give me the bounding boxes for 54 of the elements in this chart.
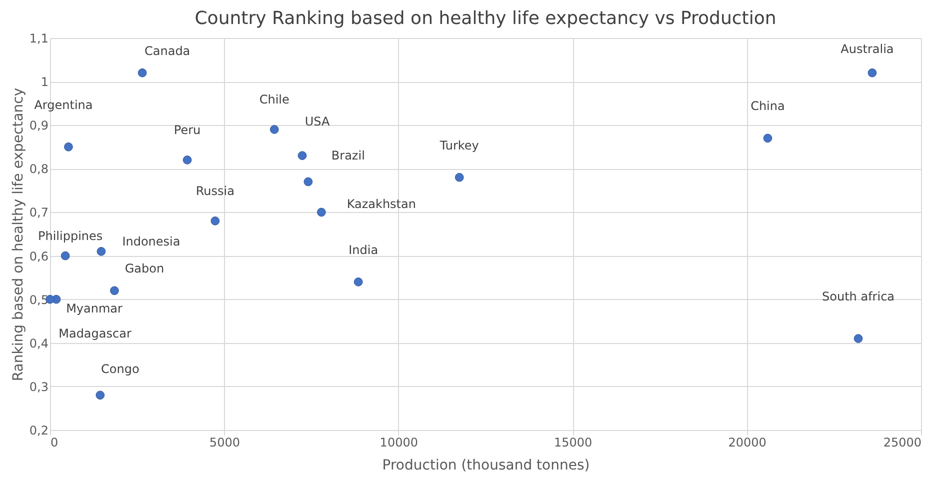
point xyxy=(60,251,70,260)
point xyxy=(138,68,147,78)
annotation: Argentina xyxy=(34,98,93,112)
annotation: Turkey xyxy=(438,138,479,152)
x-tick-label: 20000 xyxy=(728,436,766,450)
annotation: Philippines xyxy=(38,228,103,243)
annotation: Chile xyxy=(259,92,290,106)
annotation: India xyxy=(348,242,378,257)
point xyxy=(298,151,307,160)
point xyxy=(110,286,119,296)
chart-title: Country Ranking based on healthy life expectancy vs Production xyxy=(194,8,776,29)
annotation: USA xyxy=(304,114,330,129)
x-tick-label: 25000 xyxy=(883,436,922,450)
annotation: Madagascar xyxy=(58,326,132,340)
y-tick-label: 0,6 xyxy=(29,249,48,264)
point xyxy=(763,134,772,143)
annotation: Gabon xyxy=(124,262,164,276)
x-tick-label: 10000 xyxy=(380,436,418,450)
annotation: Peru xyxy=(174,122,201,137)
annotation: Indonesia xyxy=(122,234,180,248)
point xyxy=(96,390,105,400)
annotation: Russia xyxy=(196,184,234,198)
annotation: Congo xyxy=(101,362,140,376)
annotation: Myanmar xyxy=(66,301,123,316)
annotation: China xyxy=(750,99,785,114)
point xyxy=(64,142,73,152)
y-tick-label: 0,2 xyxy=(29,424,48,438)
y-tick-label: 0,8 xyxy=(29,162,48,176)
annotation: South africa xyxy=(822,290,895,304)
point xyxy=(854,334,863,343)
point xyxy=(270,125,279,134)
y-tick-label: 0,9 xyxy=(29,118,48,133)
x-tick-label: 0 xyxy=(50,436,58,450)
y-tick-label: 1,1 xyxy=(29,32,48,46)
point xyxy=(210,216,220,226)
point xyxy=(304,177,313,186)
annotation: Canada xyxy=(144,44,190,58)
y-tick-label: 0,4 xyxy=(29,336,48,350)
y-tick-label: 0,7 xyxy=(29,206,48,220)
x-tick-label: 15000 xyxy=(554,436,592,450)
point xyxy=(868,68,877,78)
point xyxy=(354,277,363,286)
y-tick-label: 1 xyxy=(40,75,48,90)
point xyxy=(96,246,106,256)
annotation: Australia xyxy=(840,42,894,56)
y-tick-label: 0,3 xyxy=(29,380,48,394)
x-axis-title: Production (thousand tonnes) xyxy=(382,458,590,474)
point xyxy=(316,208,326,217)
annotation: Brazil xyxy=(331,148,365,163)
point xyxy=(454,172,464,182)
point xyxy=(182,156,192,164)
x-tick-label: 5000 xyxy=(209,436,240,450)
annotation: Kazakhstan xyxy=(346,197,416,212)
y-axis-title: Ranking based on healthy life expectancy xyxy=(10,88,26,382)
